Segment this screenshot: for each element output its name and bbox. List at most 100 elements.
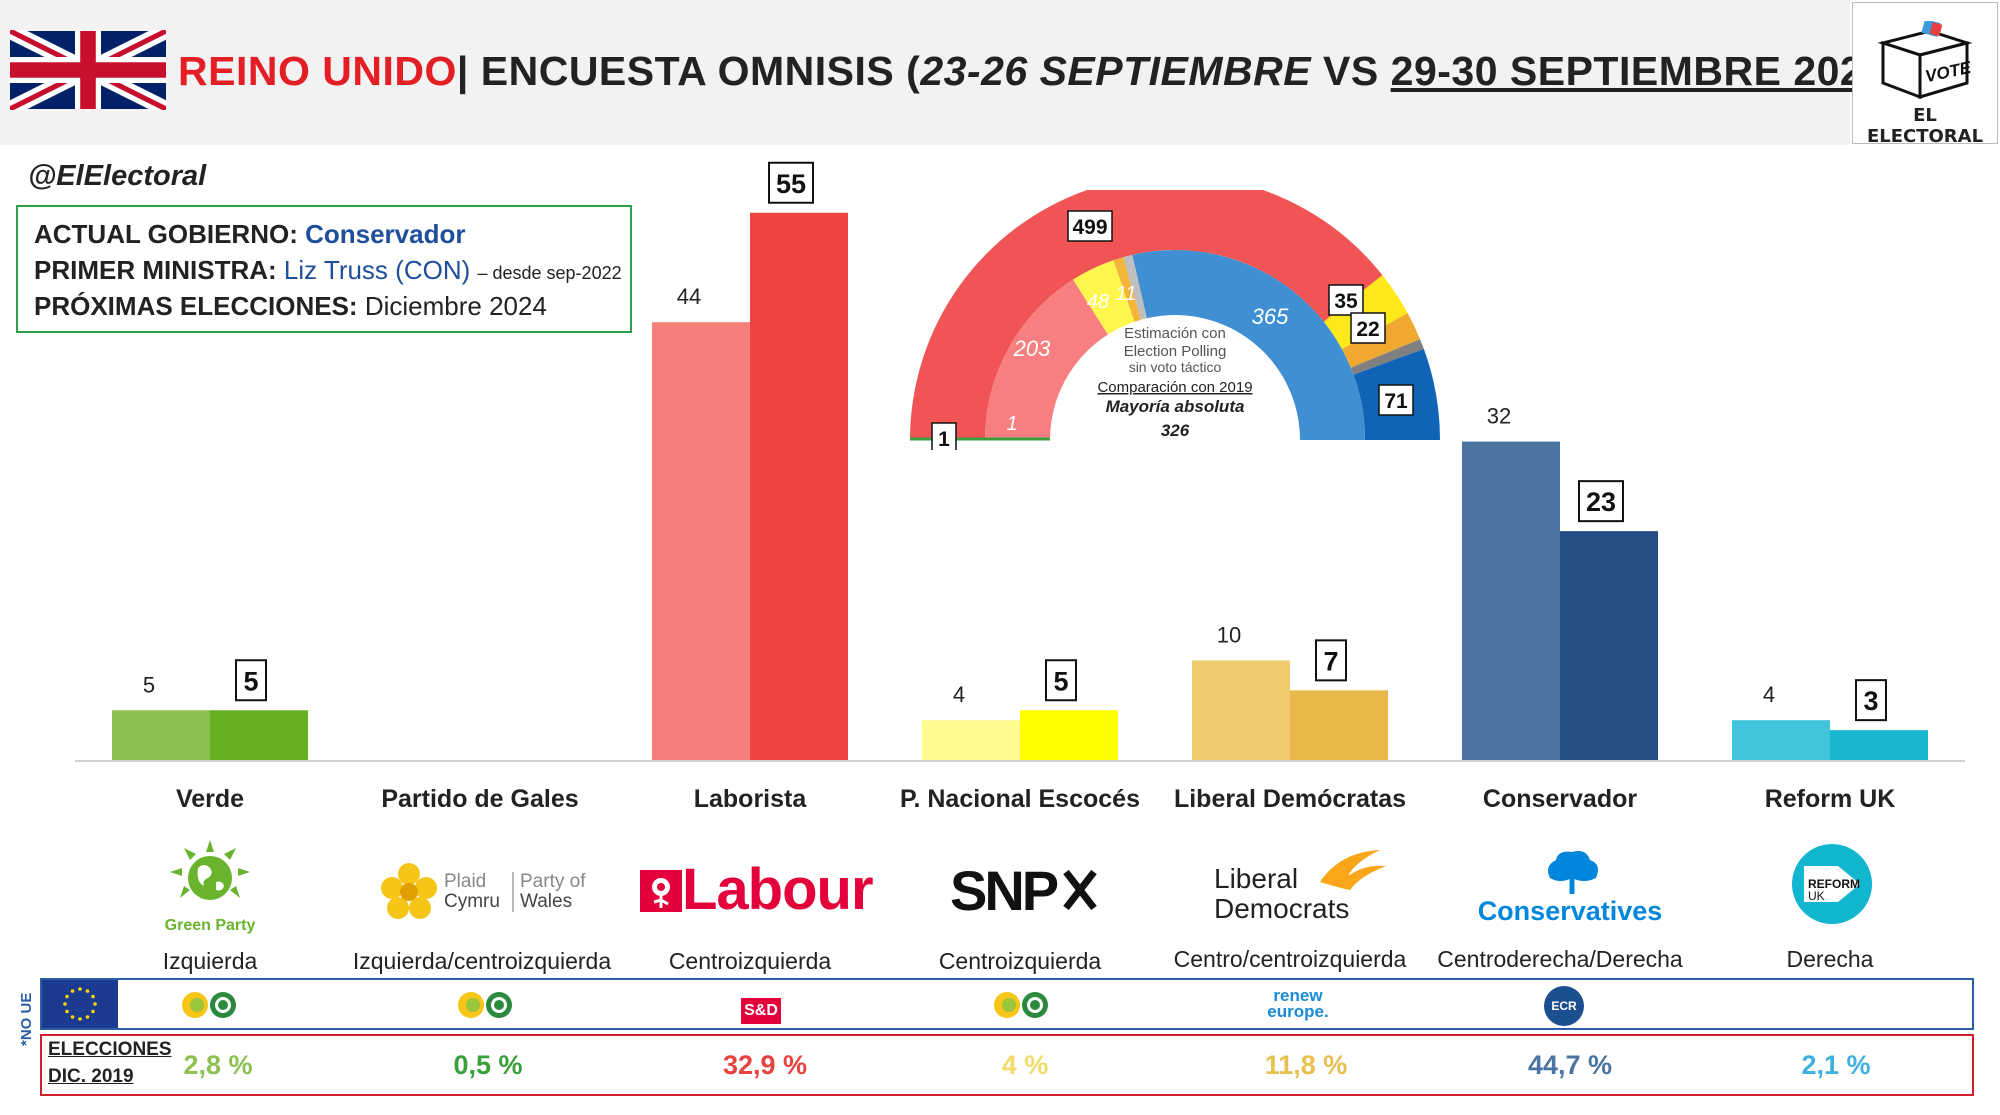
gov-line: ACTUAL GOBIERNO: Conservador [34, 219, 466, 249]
category-label: Reform UK [1764, 785, 1896, 813]
bar-previous [1192, 660, 1290, 760]
bar-label-box [1578, 480, 1624, 523]
hemicycle-compare: Comparación con 2019 [1097, 379, 1252, 396]
seat-label-box [931, 422, 957, 450]
seat-arc-inner [1123, 254, 1147, 320]
seat-label-box [1067, 210, 1113, 242]
bar-label-current: 23 [1586, 487, 1616, 517]
hemicycle-title: Election Polling [1124, 343, 1227, 360]
category-label: Laborista [693, 785, 807, 813]
bar-label-current: 3 [1863, 686, 1878, 716]
seat-label: 499 [1072, 216, 1107, 239]
election-2019-value: 2,8 % [183, 1050, 253, 1080]
bar-previous [652, 322, 750, 760]
bar-label-previous: 32 [1487, 404, 1511, 429]
election-2019-value: 11,8 % [1264, 1050, 1348, 1080]
elections-2019-row [40, 1034, 1974, 1096]
seat-arc-outer [1350, 339, 1424, 375]
bar-previous [922, 720, 1020, 760]
info-box: ACTUAL GOBIERNO: Conservador PRIMER MINI… [16, 205, 632, 333]
seat-label: 35 [1334, 290, 1358, 313]
twitter-handle: @ElElectoral [28, 160, 207, 192]
snp-logo: SNP [950, 859, 1100, 922]
bar-label-previous: 10 [1217, 623, 1241, 648]
tree-icon [1548, 851, 1598, 894]
poppy-icon [381, 863, 437, 919]
majority-value: 326 [1161, 421, 1190, 440]
bar-label-current: 55 [776, 169, 806, 199]
reform-arrow-icon [1792, 844, 1872, 924]
elections-line: PRÓXIMAS ELECCIONES: Diciembre 2024 [34, 291, 547, 321]
renew-europe-badge: renew europe. [1267, 986, 1329, 1021]
seat-hemicycle: 1 499 35 22 71 1 203 48 11 365 Estimación conElect… [910, 190, 1440, 450]
eu-stars-icon [63, 987, 97, 1021]
seat-arc-outer [910, 190, 1383, 440]
greens-efa-icon [458, 992, 512, 1018]
elections-2019-label: ELECCIONES DIC. 2019 [48, 1039, 172, 1087]
seat-arc-outer [1323, 275, 1408, 350]
labour-logo: Labour [640, 857, 874, 922]
ballot-box-icon: VOTE [1877, 21, 1973, 100]
bar-label-previous: 5 [143, 672, 155, 697]
ideology-label: Centroderecha/Derecha [1437, 946, 1683, 972]
ideology-label: Izquierda/centroizquierda [352, 948, 612, 974]
bird-icon [1320, 850, 1386, 890]
seat-label-box [1350, 312, 1386, 344]
bar-current [1560, 531, 1658, 760]
uk-flag-icon [10, 30, 166, 110]
bar-label-box [1855, 679, 1887, 722]
brand-name: EL ELECTORAL [1866, 105, 1984, 147]
bar-previous [1462, 441, 1560, 760]
no-ue-label: *NO UE [18, 992, 35, 1046]
category-label: Conservador [1482, 785, 1638, 813]
bar-current [1290, 690, 1388, 760]
bar-current [210, 710, 308, 760]
bar-label-previous: 44 [677, 284, 701, 309]
bar-label-previous: 4 [953, 682, 965, 707]
bar-label-box [1045, 659, 1077, 702]
ideology-label: Centroizquierda [938, 948, 1102, 974]
category-label: Verde [175, 785, 245, 813]
category-label: Partido de Gales [381, 785, 579, 813]
plaid-cymru-logo: Plaid Cymru Party of Wales [380, 862, 590, 922]
page-title: REINO UNIDO| ENCUESTA OMNISIS (23-26 SEP… [178, 48, 1900, 94]
seat-arc-inner [1073, 260, 1135, 335]
seat-arc-inner [985, 279, 1108, 440]
ideology-label: Derecha [1786, 946, 1874, 972]
ecr-group-badge: ECR [1544, 986, 1584, 1026]
bar-previous [1732, 720, 1830, 760]
bar-label-previous: 4 [1763, 682, 1775, 707]
sd-group-badge: S&D [741, 998, 781, 1024]
libdem-logo: Liberal Democrats [1210, 842, 1390, 932]
rose-icon [640, 870, 682, 912]
seat-label-inner: 48 [1087, 291, 1109, 313]
snp-emblem-icon [1063, 869, 1097, 911]
bar-previous [112, 710, 210, 760]
bar-label-current: 7 [1323, 646, 1338, 676]
seat-label-inner: 365 [1252, 304, 1289, 329]
conservatives-logo: Conservatives [1470, 848, 1670, 928]
bar-label-box [768, 161, 814, 204]
seat-label-box [1328, 284, 1364, 316]
bar-label-box [235, 659, 267, 702]
seat-label-box [1378, 384, 1414, 416]
greens-efa-icon [994, 992, 1048, 1018]
eu-groups-row [40, 978, 1974, 1030]
seat-label-inner: 203 [1013, 336, 1051, 361]
seat-label-inner: 1 [1006, 413, 1017, 435]
election-2019-value: 32,9 % [722, 1050, 808, 1080]
seat-label-inner: 11 [1116, 283, 1137, 305]
category-label: P. Nacional Escocés [900, 785, 1140, 813]
election-2019-value: 44,7 % [1527, 1050, 1613, 1080]
bar-current [750, 212, 848, 760]
reform-uk-logo: REFORM UK [1790, 842, 1874, 926]
greens-efa-icon [182, 992, 236, 1018]
bar-current [1020, 710, 1118, 760]
hemicycle-title: Estimación con [1124, 325, 1226, 342]
bar-label-current: 5 [243, 666, 258, 696]
seat-arc-inner [1132, 250, 1365, 440]
seat-label: 22 [1356, 318, 1379, 341]
election-2019-value: 4 % [1001, 1050, 1049, 1080]
hemicycle-title: sin voto táctico [1129, 359, 1222, 375]
